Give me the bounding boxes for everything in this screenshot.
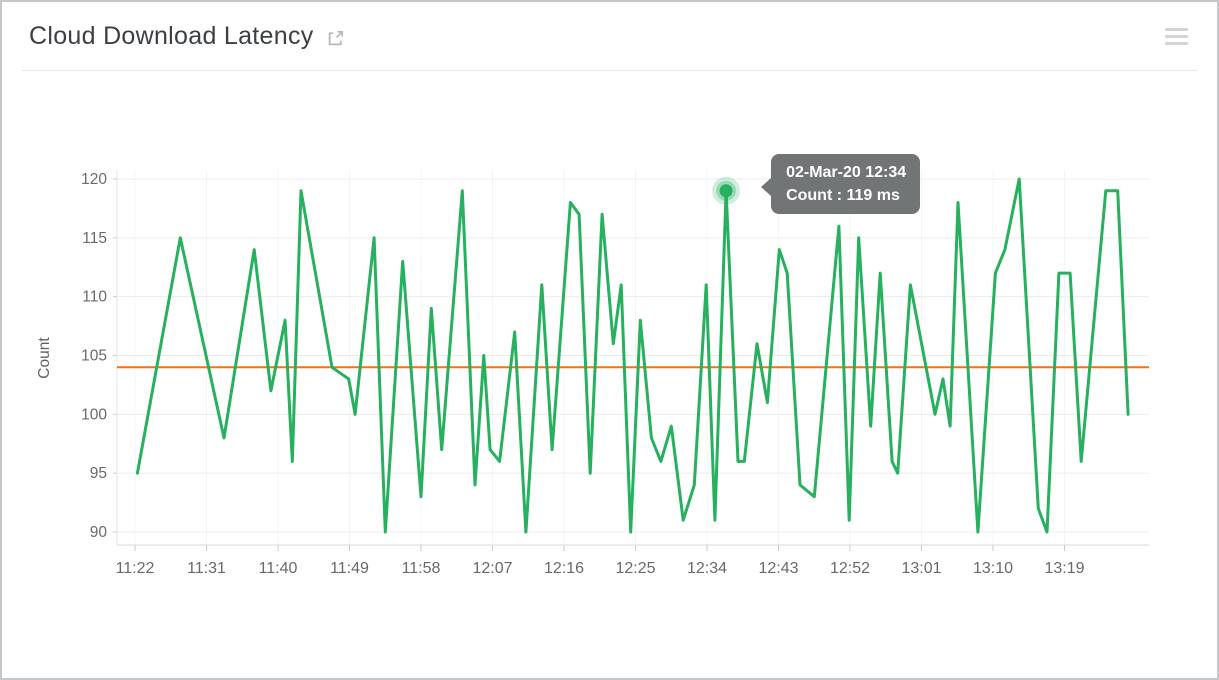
y-tick-label: 95: [90, 465, 107, 482]
x-tick-label: 12:43: [758, 560, 798, 577]
x-tick-label: 13:10: [973, 560, 1013, 577]
y-tick-label: 110: [82, 289, 107, 306]
x-tick-label: 11:31: [187, 560, 226, 577]
y-tick-label: 120: [81, 171, 107, 188]
y-axis-title: Count: [36, 337, 53, 379]
x-tick-label: 12:25: [615, 560, 655, 577]
latency-line[interactable]: [135, 177, 1130, 534]
x-tick-label: 12:16: [544, 560, 584, 577]
x-tick-label: 11:49: [330, 560, 369, 577]
chart-tooltip: 02-Mar-20 12:34 Count : 119 ms: [761, 153, 921, 214]
x-tick-label: 11:58: [402, 560, 441, 577]
header-divider: [22, 70, 1197, 71]
x-tick-label: 11:22: [116, 560, 155, 577]
y-tick-label: 100: [81, 406, 107, 423]
x-tick-label: 13:19: [1044, 560, 1084, 577]
x-tick-label: 11:40: [259, 560, 298, 577]
x-tick-label: 13:01: [901, 560, 941, 577]
y-tick-label: 90: [90, 524, 108, 541]
page-title: Cloud Download Latency: [29, 21, 314, 50]
x-tick-label: 12:34: [687, 560, 727, 577]
widget-header: Cloud Download Latency: [2, 2, 1217, 70]
y-tick-label: 115: [82, 230, 107, 247]
highlight-point[interactable]: [719, 184, 733, 198]
tooltip-date: 02-Mar-20 12:34: [786, 163, 907, 181]
menu-icon[interactable]: [1163, 24, 1190, 49]
y-tick-label: 105: [81, 348, 107, 365]
x-tick-label: 12:07: [472, 560, 512, 577]
x-tick-label: 12:52: [830, 560, 870, 577]
external-link-icon[interactable]: [326, 29, 345, 48]
tooltip-value: Count : 119 ms: [786, 186, 900, 204]
